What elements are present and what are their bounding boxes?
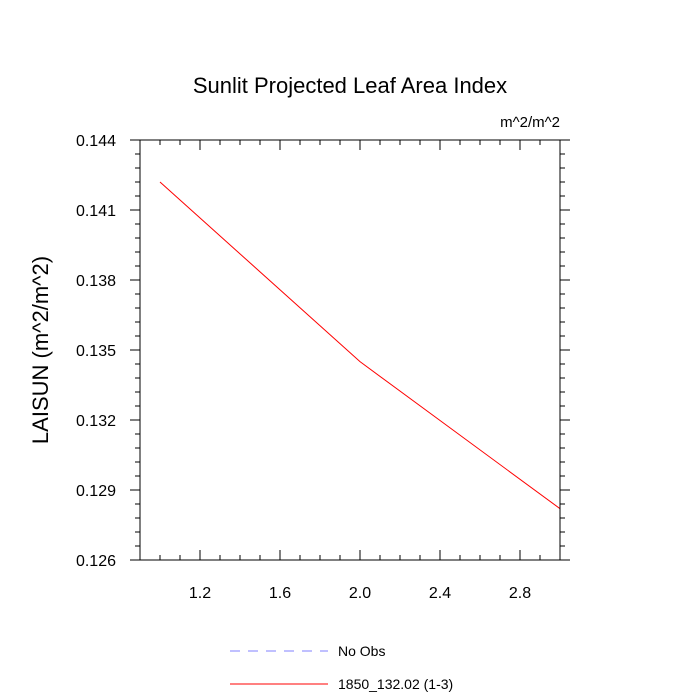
units-label: m^2/m^2 [500,114,560,131]
series-lines [159,181,561,510]
y-tick-label: 0.138 [76,273,116,290]
major-ticks [130,139,570,561]
y-tick-label: 0.132 [76,413,116,430]
minor-ticks [135,140,565,560]
legend-label-1: 1850_132.02 (1-3) [338,676,453,692]
plot-frame [139,139,561,561]
x-tick-label: 2.0 [349,585,371,602]
x-tick-label: 1.2 [189,585,211,602]
y-tick-label: 0.129 [76,483,116,500]
x-tick-label: 2.4 [429,585,451,602]
x-tick-label: 2.8 [509,585,531,602]
series-line-1 [159,181,561,510]
chart-title: Sunlit Projected Leaf Area Index [193,73,507,98]
x-tick-labels: 1.2 1.6 2.0 2.4 2.8 [189,585,531,602]
legend-label-0: No Obs [338,643,385,659]
y-tick-labels: 0.126 0.129 0.132 0.135 0.138 0.141 0.144 [76,133,116,570]
y-tick-label: 0.135 [76,343,116,360]
y-tick-label: 0.141 [76,203,116,220]
x-tick-label: 1.6 [269,585,291,602]
y-tick-label: 0.126 [76,553,116,570]
legend: No Obs 1850_132.02 (1-3) [230,643,453,692]
y-axis-label: LAISUN (m^2/m^2) [28,256,53,444]
y-tick-label: 0.144 [76,133,116,150]
